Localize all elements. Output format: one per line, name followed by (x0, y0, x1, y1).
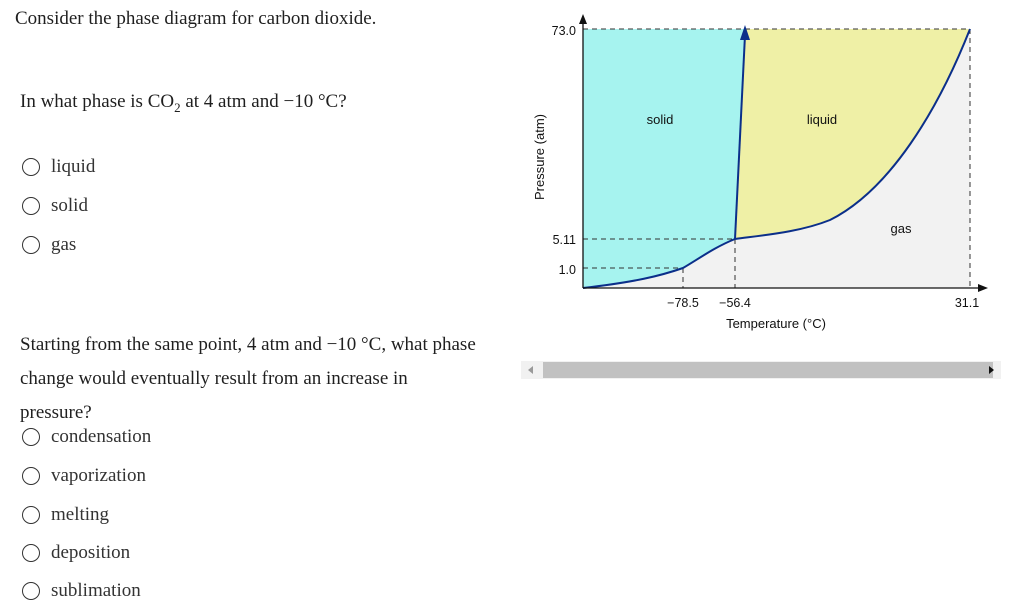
y-tick-5-11: 5.11 (553, 233, 576, 247)
question-1-subscript: 2 (174, 99, 181, 115)
gas-region-label: gas (891, 221, 912, 236)
melting-curve (734, 34, 746, 240)
q2-option-vaporization[interactable]: vaporization (22, 463, 146, 489)
scroll-left-arrow-icon (528, 366, 533, 374)
x-tick-neg-78-5: −78.5 (667, 296, 699, 310)
radio-button[interactable] (22, 158, 40, 176)
y-axis-label: Pressure (atm) (532, 114, 547, 200)
question-1-text: In what phase is CO2 at 4 atm and −10 °C… (20, 91, 347, 116)
x-tick-neg-56-4: −56.4 (719, 296, 751, 310)
option-label: vaporization (51, 465, 146, 486)
scroll-right-button[interactable] (981, 361, 1001, 379)
melting-curve-arrowhead (740, 25, 750, 40)
q2-option-sublimation[interactable]: sublimation (22, 578, 141, 604)
q2-option-melting[interactable]: melting (22, 502, 109, 528)
q1-option-solid[interactable]: solid (22, 193, 88, 219)
radio-button[interactable] (22, 582, 40, 600)
scroll-right-arrow-icon (989, 366, 994, 374)
scroll-left-button[interactable] (521, 361, 541, 379)
radio-button[interactable] (22, 428, 40, 446)
q1-option-liquid[interactable]: liquid (22, 154, 95, 180)
option-label: liquid (51, 156, 96, 177)
liquid-region-label: liquid (807, 112, 837, 127)
x-axis-arrow-icon (978, 284, 988, 292)
vaporization-curve (734, 28, 971, 240)
x-axis-label: Temperature (°C) (726, 316, 826, 331)
question-1-suffix: at 4 atm and −10 °C? (180, 91, 347, 112)
liquid-region (735, 29, 970, 239)
guide-lines (583, 28, 971, 288)
option-label: melting (51, 504, 110, 525)
option-label: condensation (51, 426, 152, 447)
x-tick-31-1: 31.1 (955, 296, 979, 310)
q1-option-gas[interactable]: gas (22, 232, 76, 258)
solid-region-label: solid (647, 112, 674, 127)
radio-button[interactable] (22, 197, 40, 215)
q2-option-condensation[interactable]: condensation (22, 424, 151, 450)
horizontal-scrollbar[interactable] (521, 361, 1001, 379)
radio-button[interactable] (22, 467, 40, 485)
y-axis-arrow-icon (579, 14, 587, 24)
solid-region (583, 29, 745, 288)
radio-button[interactable] (22, 544, 40, 562)
question-2-text: Starting from the same point, 4 atm and … (20, 334, 476, 423)
intro-text: Consider the phase diagram for carbon di… (15, 8, 377, 29)
y-tick-1: 1.0 (559, 263, 576, 277)
radio-button[interactable] (22, 236, 40, 254)
option-label: sublimation (51, 580, 141, 601)
option-label: solid (51, 195, 88, 216)
option-label: gas (51, 234, 77, 255)
radio-button[interactable] (22, 506, 40, 524)
q2-option-deposition[interactable]: deposition (22, 540, 130, 566)
sublimation-curve (582, 238, 736, 289)
question-1-prefix: In what phase is CO (20, 91, 175, 112)
option-label: deposition (51, 542, 131, 563)
y-tick-73: 73.0 (552, 24, 576, 38)
phase-diagram: 73.0 5.11 1.0 −78.5 −56.4 31.1 Temperatu… (532, 14, 988, 331)
scroll-thumb[interactable] (543, 362, 993, 378)
